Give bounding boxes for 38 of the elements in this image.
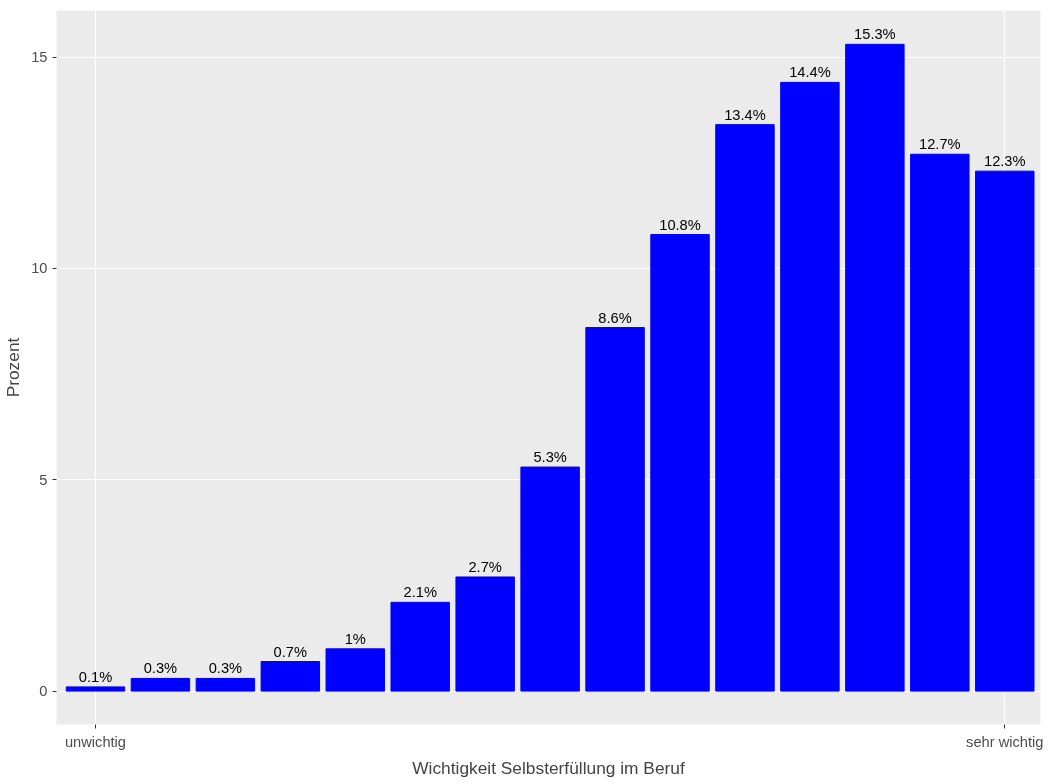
bar — [455, 576, 515, 692]
bar — [260, 661, 321, 692]
data-label: 12.3% — [984, 153, 1026, 170]
data-label: 2.7% — [468, 558, 502, 575]
data-label: 0.3% — [208, 660, 243, 677]
data-label: 14.4% — [789, 64, 831, 81]
bar — [585, 327, 645, 692]
bar — [910, 153, 970, 692]
bar — [130, 677, 191, 692]
data-label: 0.3% — [143, 660, 178, 677]
bar — [195, 677, 256, 692]
bar — [390, 601, 450, 692]
bar — [715, 124, 775, 692]
data-label: 5.3% — [533, 449, 567, 466]
data-label: 0.1% — [78, 668, 113, 685]
y-tick-label: 15 — [31, 49, 48, 65]
bar — [845, 43, 905, 692]
bar — [65, 686, 126, 692]
x-tick-label: unwichtig — [64, 733, 127, 750]
data-label: 8.6% — [598, 309, 632, 326]
data-label: 15.3% — [854, 26, 896, 43]
bar — [780, 81, 840, 692]
x-axis-title: Wichtigkeit Selbsterfüllung im Beruf — [412, 757, 685, 778]
data-label: 2.1% — [403, 584, 437, 601]
data-label: 1% — [344, 630, 366, 647]
y-tick-label: 10 — [31, 260, 48, 277]
bar — [975, 170, 1035, 692]
x-tick-label: sehr wichtig — [966, 733, 1044, 750]
y-tick-label: 0 — [39, 683, 48, 700]
data-label: 13.4% — [724, 106, 766, 123]
bar — [325, 648, 385, 692]
data-label: 12.7% — [919, 136, 961, 153]
bar — [650, 234, 710, 692]
y-tick-label: 5 — [39, 471, 48, 488]
bar — [520, 466, 580, 692]
data-label: 10.8% — [659, 216, 701, 233]
data-label: 0.7% — [273, 643, 308, 660]
y-axis-title: Prozent — [3, 337, 24, 398]
